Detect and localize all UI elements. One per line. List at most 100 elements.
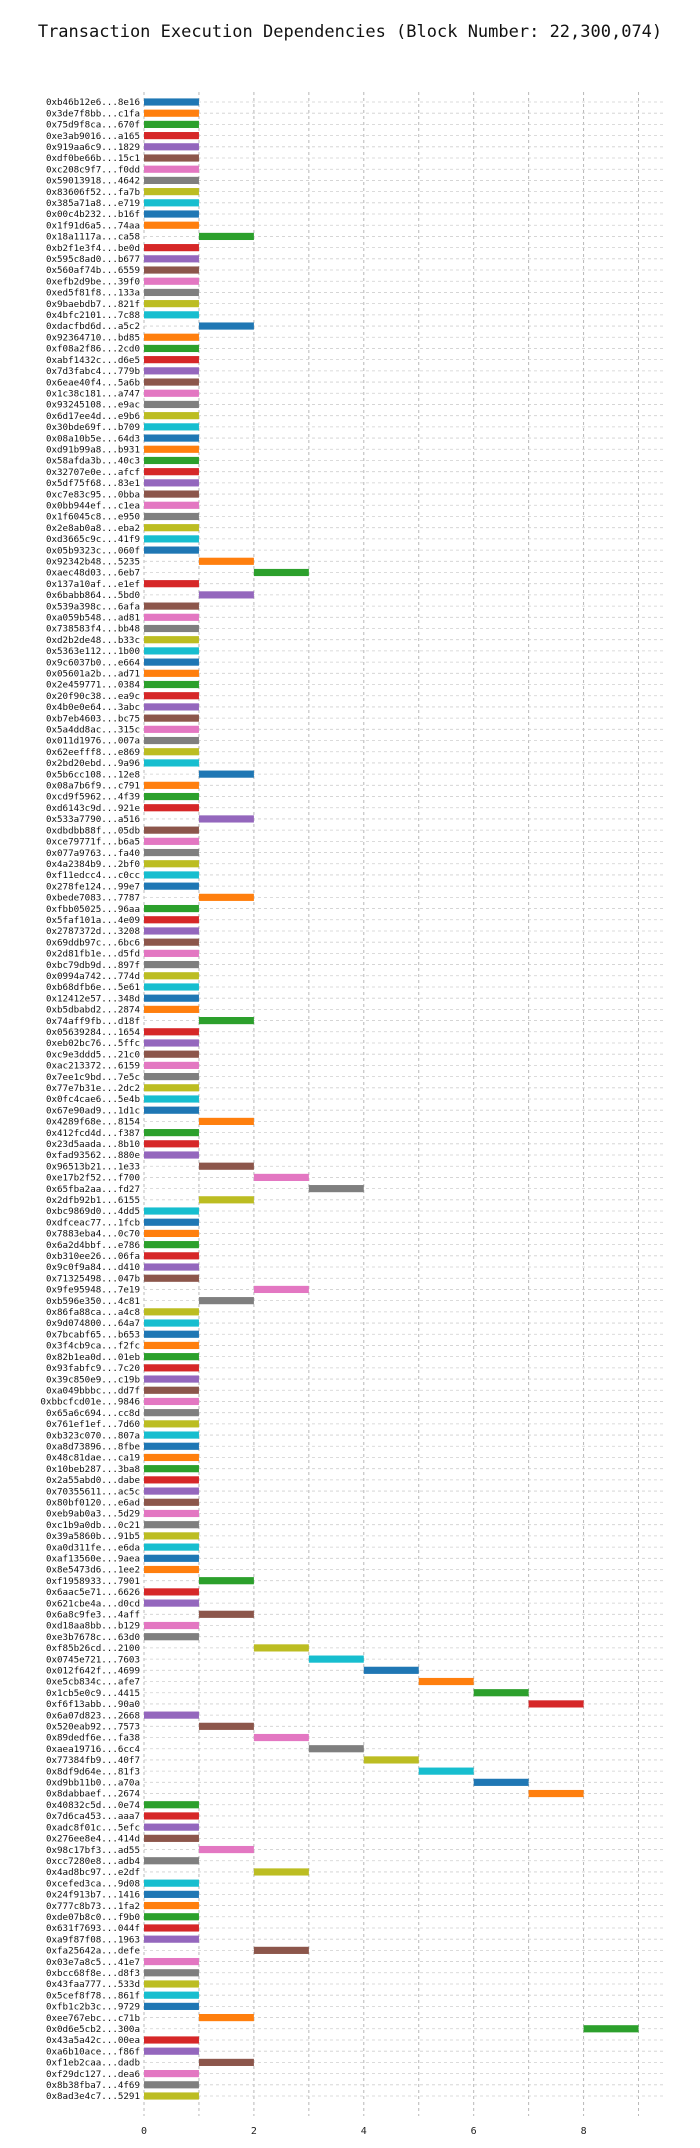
transaction-bar [144, 636, 199, 644]
transaction-label: 0x32707e0e...afcf [46, 467, 140, 478]
transaction-bar [144, 860, 199, 868]
transaction-bar [144, 1935, 199, 1943]
transaction-bar [198, 770, 254, 778]
transaction-bar [144, 288, 199, 297]
transaction-bar [473, 1689, 529, 1697]
transaction-bar [144, 972, 199, 980]
transaction-label: 0xb2f1e3f4...be0d [46, 243, 140, 254]
transaction-bar [144, 1151, 199, 1159]
transaction-bar [144, 882, 199, 890]
transaction-label: 0x560af74b...6559 [46, 265, 140, 276]
transaction-label: 0x43a5a42c...00ea [46, 2035, 140, 2046]
transaction-bar [308, 1655, 364, 1663]
transaction-label: 0xe3ab9016...a165 [46, 131, 140, 142]
transaction-label: 0x2bd20ebd...9a96 [46, 758, 140, 769]
transaction-label: 0x8df9d64e...81f3 [46, 1766, 140, 1777]
transaction-bar [198, 1117, 254, 1125]
transaction-label: 0x5cef8f78...861f [46, 1990, 140, 2001]
transaction-label: 0xaec48d03...6eb7 [46, 568, 140, 579]
transaction-label: 0xb7eb4603...bc75 [46, 713, 140, 724]
transaction-label: 0x278fe124...99e7 [46, 881, 140, 892]
transaction-label: 0xeb9ab0a3...5d29 [46, 1509, 140, 1520]
transaction-bar [144, 165, 199, 173]
transaction-bar [198, 2013, 254, 2022]
transaction-label: 0x92342b48...5235 [46, 556, 140, 567]
transaction-bar [253, 1173, 309, 1182]
transaction-label: 0x77e7b31e...2dc2 [46, 1083, 140, 1094]
transaction-bar [144, 983, 199, 991]
transaction-label: 0xd2b2de48...b33c [46, 635, 140, 646]
transaction-bar [144, 692, 199, 700]
transaction-label: 0x83606f52...fa7b [46, 187, 140, 198]
transaction-bar [144, 647, 199, 655]
transaction-label: 0xde07b8c0...f9b0 [46, 1912, 140, 1923]
transaction-bar [144, 826, 199, 834]
transaction-bar [144, 960, 199, 969]
transaction-label: 0xac213372...6159 [46, 1061, 140, 1072]
transaction-bar [144, 210, 199, 218]
transaction-bar [144, 736, 199, 745]
transaction-label: 0x621cbe4a...d0cd [46, 1598, 140, 1609]
transaction-bar [253, 1644, 309, 1652]
transaction-label: 0x9d074800...64a7 [46, 1318, 140, 1329]
transaction-label: 0x20f90c38...ea9c [46, 691, 140, 702]
transaction-bar [144, 1106, 199, 1114]
transaction-bar [144, 2002, 199, 2010]
transaction-label: 0x9baebdb7...821f [46, 299, 140, 310]
transaction-bar [144, 613, 199, 621]
transaction-bar [144, 143, 199, 151]
transaction-label: 0x5b6cc108...12e8 [46, 769, 140, 780]
transaction-bar [144, 456, 199, 465]
x-tick-label: 4 [361, 2126, 367, 2137]
transaction-label: 0xee767ebc...c71b [46, 2013, 140, 2024]
transaction-bar [144, 1442, 199, 1450]
transaction-label: 0x595c8ad0...b677 [46, 254, 140, 265]
transaction-bar [144, 602, 199, 610]
transaction-bar [144, 1431, 199, 1439]
transaction-label: 0x6aac5e71...6626 [46, 1587, 140, 1598]
transaction-bar [144, 423, 199, 431]
transaction-bar [144, 221, 199, 229]
transaction-bar [144, 1599, 199, 1607]
transaction-bar [144, 1263, 199, 1271]
transaction-label: 0x24f913b7...1416 [46, 1890, 140, 1901]
transaction-label: 0x8dabbaef...2674 [46, 1789, 141, 1800]
transaction-label: 0xdfceac77...1fcb [46, 1217, 140, 1228]
transaction-bar [144, 1801, 199, 1809]
transaction-label: 0xadc8f01c...5efc [46, 1822, 140, 1833]
transaction-label: 0xa0d311fe...e6da [46, 1542, 140, 1553]
transaction-label: 0x012f642f...4699 [46, 1666, 140, 1677]
transaction-label: 0xed5f81f8...133a [46, 288, 140, 299]
transaction-bar [198, 557, 254, 565]
transaction-bar [144, 1543, 199, 1551]
transaction-label: 0x7d6ca453...aaa7 [46, 1811, 140, 1822]
transaction-label: 0xabf1432c...d6e5 [46, 355, 140, 366]
transaction-bar [198, 1162, 254, 1170]
transaction-label: 0xcefed3ca...9d08 [46, 1878, 140, 1889]
transaction-bar [144, 580, 199, 588]
transaction-bar [144, 154, 199, 162]
transaction-bar [144, 1140, 199, 1148]
transaction-bar [144, 658, 199, 666]
transaction-bar [144, 1129, 199, 1137]
transaction-bar [144, 2092, 199, 2100]
transaction-label: 0xb323c070...807a [46, 1430, 140, 1441]
transaction-bar [198, 1845, 254, 1854]
transaction-label: 0x761ef1ef...7d60 [46, 1419, 140, 1430]
transaction-label: 0xc9e3ddd5...21c0 [46, 1049, 140, 1060]
transaction-label: 0x82b1ea0d...01eb [46, 1352, 140, 1363]
transaction-label: 0xa059b548...ad81 [46, 613, 140, 624]
transaction-bar [198, 1196, 254, 1204]
transaction-bar [144, 1252, 199, 1260]
transaction-bar [144, 1207, 199, 1215]
transaction-label: 0xfb1c2b3c...9729 [46, 2002, 140, 2013]
transaction-label: 0x43faa777...533d [46, 1979, 140, 1990]
transaction-label: 0xf11edcc4...c0cc [46, 870, 140, 881]
transaction-label: 0xa049bbbc...dd7f [46, 1385, 140, 1396]
transaction-label: 0x92364710...bd85 [46, 332, 140, 343]
transaction-label: 0xfbb05025...96aa [46, 904, 140, 915]
transaction-bar [144, 792, 199, 801]
transaction-bar [144, 1711, 199, 1719]
transaction-bar [144, 512, 199, 521]
transaction-bar [144, 1364, 199, 1372]
